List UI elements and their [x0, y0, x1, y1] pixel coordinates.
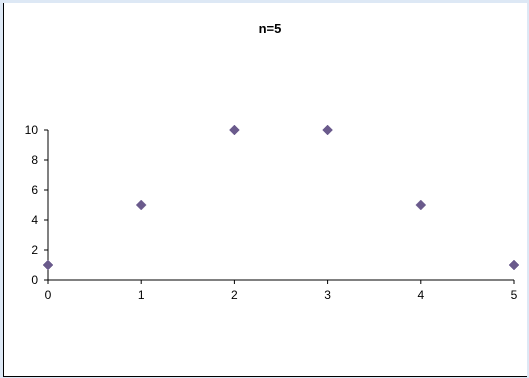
chart-title: n=5	[259, 21, 282, 36]
y-tick-label: 4	[31, 213, 38, 227]
y-tick-label: 8	[31, 153, 38, 167]
data-point	[322, 124, 333, 136]
axis-ticks: 0 2 4 6 8 10 0 1 2 3 4 5	[25, 123, 518, 302]
x-tick-label: 1	[138, 288, 145, 302]
y-tick-label: 10	[25, 123, 39, 137]
x-tick-label: 5	[511, 288, 518, 302]
data-point	[135, 199, 147, 211]
chart-area	[3, 3, 527, 377]
x-tick-label: 0	[45, 288, 52, 302]
data-points	[42, 124, 520, 271]
data-point	[42, 259, 54, 271]
x-tick-label: 4	[417, 288, 424, 302]
data-point	[508, 259, 520, 271]
y-tick-label: 6	[31, 183, 38, 197]
data-point	[229, 124, 240, 136]
chart-axes	[47, 130, 514, 281]
y-tick-label: 0	[31, 273, 38, 287]
x-tick-label: 2	[231, 288, 238, 302]
x-tick-label: 3	[324, 288, 331, 302]
y-tick-label: 2	[31, 243, 38, 257]
data-point	[415, 199, 427, 211]
